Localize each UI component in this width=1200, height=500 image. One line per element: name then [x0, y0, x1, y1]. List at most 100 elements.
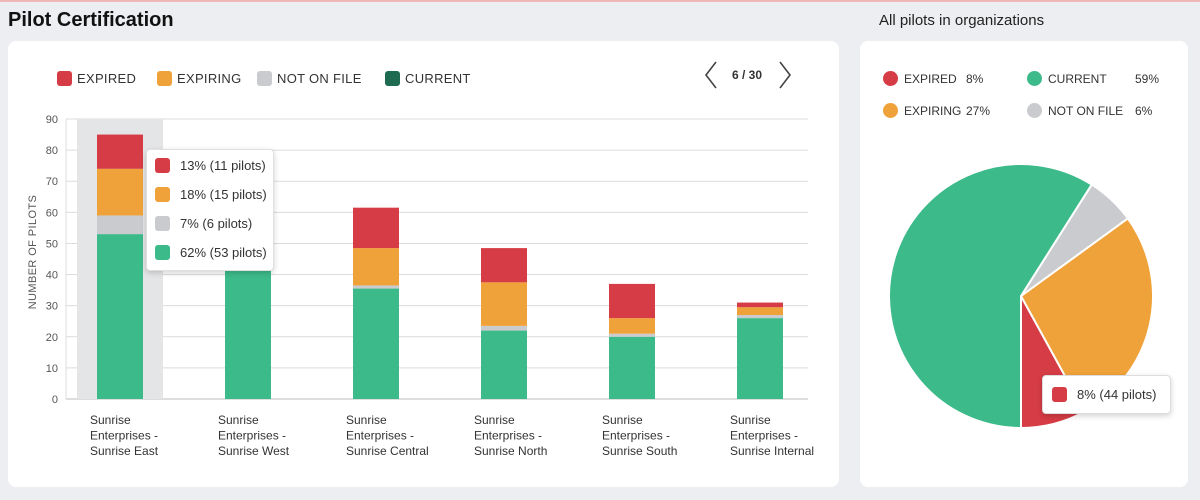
x-tick-label-line: Sunrise [218, 413, 259, 427]
bar-segment-expired[interactable] [737, 302, 783, 308]
y-tick-label: 60 [46, 207, 58, 219]
y-tick-label: 50 [46, 238, 58, 250]
pie-legend-expired[interactable]: EXPIRED [883, 71, 957, 86]
y-tick-label: 90 [46, 114, 58, 126]
y-tick-label: 70 [46, 176, 58, 188]
legend-label-current: CURRENT [405, 71, 471, 86]
x-tick-label-line: Sunrise Internal [730, 444, 814, 458]
pie-tooltip: 8% (44 pilots) [1042, 375, 1171, 414]
bar-segment-expired[interactable] [481, 248, 527, 283]
y-tick-label: 80 [46, 145, 58, 157]
pie-legend-swatch-current [1027, 71, 1042, 86]
pie-tooltip-swatch [1052, 387, 1067, 402]
pie-legend-expiring[interactable]: EXPIRING [883, 103, 961, 118]
x-tick-label: Sunrise Enterprises -Sunrise North [474, 413, 547, 458]
pie-legend-value-not-on-file: 6% [1135, 104, 1153, 118]
bar-segment-not-on-file[interactable] [737, 315, 783, 319]
x-tick-label: Sunrise Enterprises -Sunrise Internal [730, 413, 814, 458]
pie-tooltip-text: 8% (44 pilots) [1077, 387, 1157, 402]
bar-bars [97, 134, 783, 399]
pie-legend-swatch-expiring [883, 103, 898, 118]
pie-legend-value-current: 59% [1135, 72, 1160, 86]
tooltip-text-current: 62% (53 pilots) [180, 245, 267, 260]
legend-swatch-expiring [157, 71, 172, 86]
bar-segment-current[interactable] [97, 234, 143, 399]
pie-legend-swatch-expired [883, 71, 898, 86]
x-tick-label-line: Enterprises - [218, 429, 286, 443]
pie-panel-title: All pilots in organizations [879, 12, 1045, 29]
legend-item-expired[interactable]: EXPIRED [57, 71, 136, 86]
x-tick-label-line: Sunrise [730, 413, 771, 427]
bar-segment-not-on-file[interactable] [97, 215, 143, 235]
x-tick-label-line: Sunrise [346, 413, 387, 427]
pie-legend-label-expiring: EXPIRING [904, 103, 962, 118]
y-axis-label: NUMBER OF PILOTS [27, 195, 39, 310]
chevron-left-icon[interactable] [702, 59, 720, 91]
y-tick-label: 20 [46, 332, 58, 344]
pie-legend-value-expired: 8% [966, 72, 984, 86]
bar-segment-expiring[interactable] [353, 248, 399, 286]
bar-segment-expiring[interactable] [609, 318, 655, 334]
bar-tooltip: 13% (11 pilots) 18% (15 pilots) 7% (6 pi… [146, 149, 274, 271]
y-tick-label: 0 [52, 394, 58, 406]
tooltip-swatch-not-on-file [155, 216, 170, 231]
tooltip-row-not-on-file: 7% (6 pilots) [155, 216, 252, 231]
x-tick-label-line: Sunrise North [474, 444, 547, 458]
bar-segment-not-on-file[interactable] [481, 325, 527, 331]
x-tick-label: Sunrise Enterprises -Sunrise West [218, 413, 290, 458]
bar-segment-expiring[interactable] [97, 168, 143, 216]
tooltip-text-not-on-file: 7% (6 pilots) [180, 216, 253, 231]
tooltip-text-expiring: 18% (15 pilots) [180, 187, 267, 202]
bar-segment-current[interactable] [353, 288, 399, 399]
pie-legend-value-expiring: 27% [966, 104, 991, 118]
x-tick-label: Sunrise Enterprises -Sunrise East [90, 413, 159, 458]
bar-segment-expired[interactable] [609, 283, 655, 319]
bar-segment-expiring[interactable] [737, 307, 783, 315]
legend-item-current[interactable]: CURRENT [385, 71, 471, 86]
tooltip-row-expired: 13% (11 pilots) [155, 158, 266, 173]
x-tick-label-line: Enterprises - [602, 429, 670, 443]
tooltip-swatch-expired [155, 158, 170, 173]
bar-segment-expired[interactable] [97, 134, 143, 169]
pie-legend-label-not-on-file: NOT ON FILE [1048, 103, 1124, 118]
x-tick-label-line: Sunrise East [90, 444, 159, 458]
legend-label-expiring: EXPIRING [177, 71, 242, 86]
bar-segment-current[interactable] [609, 336, 655, 399]
tooltip-swatch-expiring [155, 187, 170, 202]
bar-segment-current[interactable] [481, 330, 527, 399]
bar-segment-not-on-file[interactable] [609, 333, 655, 337]
y-tick-label: 10 [46, 363, 58, 375]
pie-legend-label-expired: EXPIRED [904, 71, 957, 86]
pie-legend-label-current: CURRENT [1048, 71, 1107, 86]
x-tick-label-line: Enterprises - [474, 429, 542, 443]
bar-segment-current[interactable] [737, 318, 783, 399]
bar-yticks: 0 10 20 30 40 50 60 70 80 90 [46, 114, 58, 406]
pie-legend-current[interactable]: CURRENT [1027, 71, 1107, 86]
y-tick-label: 40 [46, 270, 58, 282]
tooltip-row-current: 62% (53 pilots) [155, 245, 267, 260]
page-title: Pilot Certification [8, 9, 174, 31]
bar-chart: 0 10 20 30 40 50 60 70 80 90 Sunrise Enterprises -… [27, 114, 814, 458]
legend-item-expiring[interactable]: EXPIRING [157, 71, 242, 86]
legend-swatch-current [385, 71, 400, 86]
x-tick-label-line: Sunrise [90, 413, 131, 427]
pager-text: 6 / 30 [732, 68, 763, 82]
x-tick-label: Sunrise Enterprises -Sunrise South [602, 413, 677, 458]
tooltip-row-expiring: 18% (15 pilots) [155, 187, 267, 202]
pie-slice-current[interactable] [888, 163, 1094, 430]
legend-label-not-on-file: NOT ON FILE [277, 71, 362, 86]
pie-legend-not-on-file[interactable]: NOT ON FILE [1027, 103, 1123, 118]
legend-label-expired: EXPIRED [77, 71, 137, 86]
x-tick-label-line: Sunrise South [602, 444, 677, 458]
bar-segment-expired[interactable] [353, 207, 399, 249]
bar-segment-not-on-file[interactable] [353, 285, 399, 289]
legend-swatch-expired [57, 71, 72, 86]
bar-segment-expiring[interactable] [481, 282, 527, 326]
chevron-right-icon[interactable] [776, 59, 794, 91]
legend-item-not-on-file[interactable]: NOT ON FILE [257, 71, 362, 86]
x-tick-label-line: Sunrise [602, 413, 643, 427]
pie-legend-swatch-not-on-file [1027, 103, 1042, 118]
x-tick-label-line: Sunrise Central [346, 444, 429, 458]
x-tick-label-line: Enterprises - [90, 429, 158, 443]
